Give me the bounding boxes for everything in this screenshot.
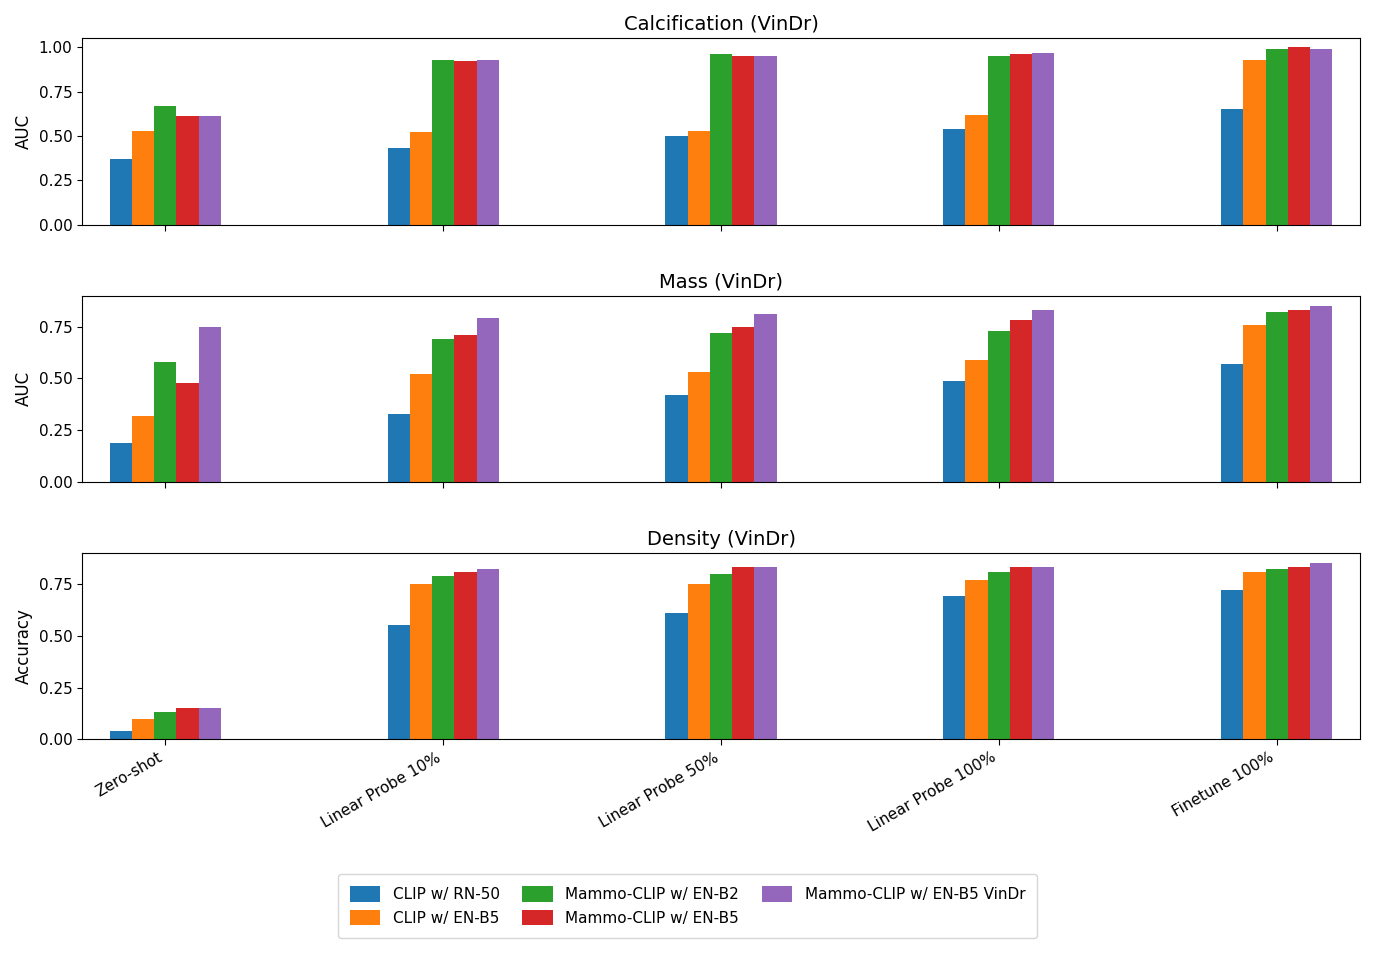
Bar	[1221, 364, 1243, 482]
Bar	[1265, 49, 1288, 224]
Y-axis label: Accuracy: Accuracy	[15, 608, 33, 684]
Bar	[410, 584, 432, 739]
Bar	[1033, 567, 1055, 739]
Bar	[454, 571, 477, 739]
Bar	[1243, 571, 1265, 739]
Bar	[477, 59, 499, 224]
Y-axis label: AUC: AUC	[15, 114, 33, 149]
Bar	[388, 414, 410, 482]
Bar	[132, 131, 154, 224]
Bar	[688, 584, 710, 739]
Bar	[965, 360, 987, 482]
Bar	[388, 148, 410, 224]
Bar	[666, 613, 688, 739]
Bar	[1288, 47, 1310, 224]
Bar	[432, 59, 454, 224]
Bar	[965, 115, 987, 224]
Bar	[755, 56, 777, 224]
Bar	[432, 576, 454, 739]
Bar	[755, 314, 777, 482]
Bar	[176, 709, 199, 739]
Bar	[199, 327, 221, 482]
Bar	[710, 54, 732, 224]
Bar	[1265, 312, 1288, 482]
Bar	[1033, 310, 1055, 482]
Bar	[477, 318, 499, 482]
Bar	[154, 712, 176, 739]
Bar	[132, 415, 154, 482]
Bar	[1310, 563, 1332, 739]
Bar	[710, 574, 732, 739]
Bar	[987, 571, 1011, 739]
Bar	[1243, 325, 1265, 482]
Bar	[1033, 53, 1055, 224]
Bar	[943, 380, 965, 482]
Bar	[688, 372, 710, 482]
Legend: CLIP w/ RN-50, CLIP w/ EN-B5, Mammo-CLIP w/ EN-B2, Mammo-CLIP w/ EN-B5, Mammo-CL: CLIP w/ RN-50, CLIP w/ EN-B5, Mammo-CLIP…	[337, 874, 1038, 938]
Bar	[199, 709, 221, 739]
Title: Mass (VinDr): Mass (VinDr)	[659, 272, 782, 291]
Bar	[454, 61, 477, 224]
Bar	[732, 56, 755, 224]
Bar	[965, 580, 987, 739]
Bar	[199, 117, 221, 224]
Bar	[110, 443, 132, 482]
Bar	[1288, 310, 1310, 482]
Bar	[1011, 321, 1033, 482]
Title: Density (VinDr): Density (VinDr)	[646, 529, 796, 548]
Y-axis label: AUC: AUC	[15, 371, 33, 407]
Bar	[732, 327, 755, 482]
Bar	[688, 131, 710, 224]
Bar	[110, 159, 132, 224]
Bar	[432, 339, 454, 482]
Bar	[732, 567, 755, 739]
Bar	[454, 335, 477, 482]
Bar	[1265, 569, 1288, 739]
Bar	[176, 383, 199, 482]
Bar	[666, 395, 688, 482]
Bar	[176, 117, 199, 224]
Bar	[755, 567, 777, 739]
Bar	[987, 330, 1011, 482]
Bar	[943, 596, 965, 739]
Bar	[1243, 59, 1265, 224]
Bar	[477, 569, 499, 739]
Bar	[987, 56, 1011, 224]
Bar	[1288, 567, 1310, 739]
Bar	[132, 718, 154, 739]
Bar	[410, 133, 432, 224]
Bar	[666, 136, 688, 224]
Bar	[1221, 110, 1243, 224]
Bar	[154, 106, 176, 224]
Title: Calcification (VinDr): Calcification (VinDr)	[624, 15, 818, 34]
Bar	[1011, 54, 1033, 224]
Bar	[388, 626, 410, 739]
Bar	[1310, 306, 1332, 482]
Bar	[154, 362, 176, 482]
Bar	[1310, 49, 1332, 224]
Bar	[1011, 567, 1033, 739]
Bar	[710, 333, 732, 482]
Bar	[110, 731, 132, 739]
Bar	[410, 374, 432, 482]
Bar	[943, 129, 965, 224]
Bar	[1221, 590, 1243, 739]
